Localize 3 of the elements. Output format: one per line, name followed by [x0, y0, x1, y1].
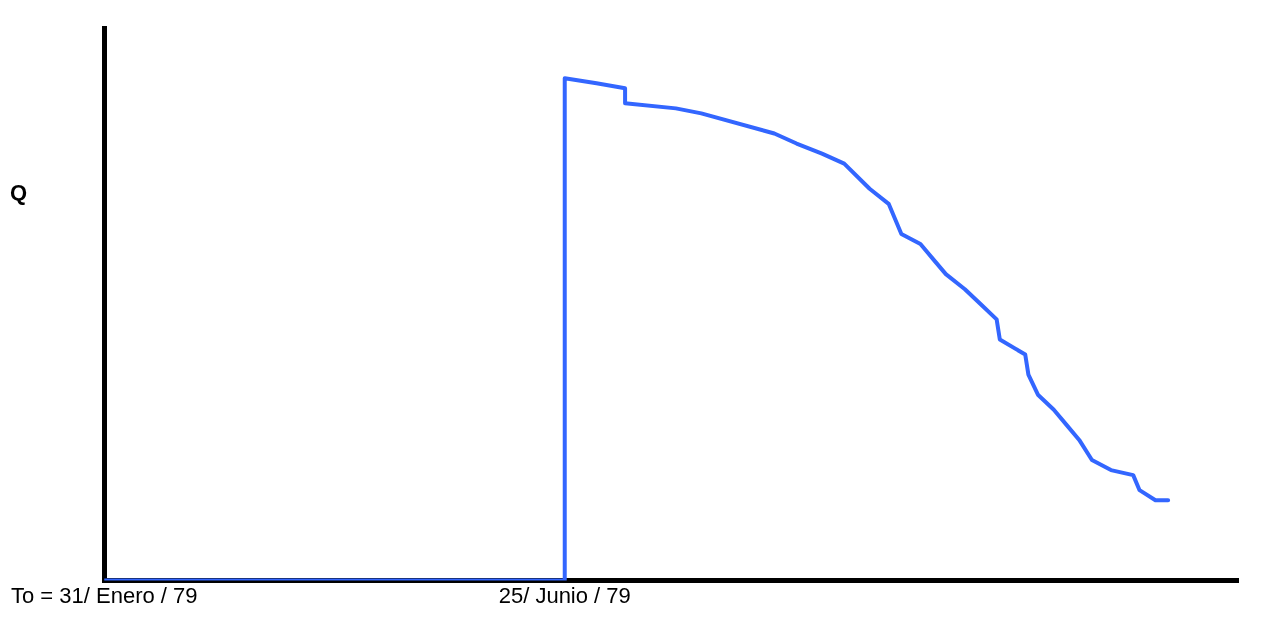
x-tick-label: To = 31/ Enero / 79	[10, 582, 198, 608]
y-axis-title: Q	[10, 180, 28, 206]
x-tick-label: 25/ Junio / 79	[498, 582, 631, 608]
